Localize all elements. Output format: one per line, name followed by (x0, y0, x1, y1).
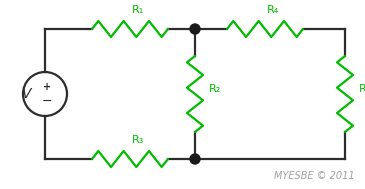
Text: −: − (42, 94, 52, 108)
Circle shape (190, 154, 200, 164)
Text: +: + (43, 82, 51, 92)
Text: R₅: R₅ (359, 84, 365, 94)
Text: MYESBE © 2011: MYESBE © 2011 (274, 171, 355, 181)
Circle shape (190, 24, 200, 34)
Text: R₃: R₃ (132, 135, 144, 145)
Text: V: V (22, 87, 32, 101)
Text: R₄: R₄ (267, 5, 279, 15)
Text: R₁: R₁ (132, 5, 144, 15)
Text: R₂: R₂ (209, 84, 221, 94)
